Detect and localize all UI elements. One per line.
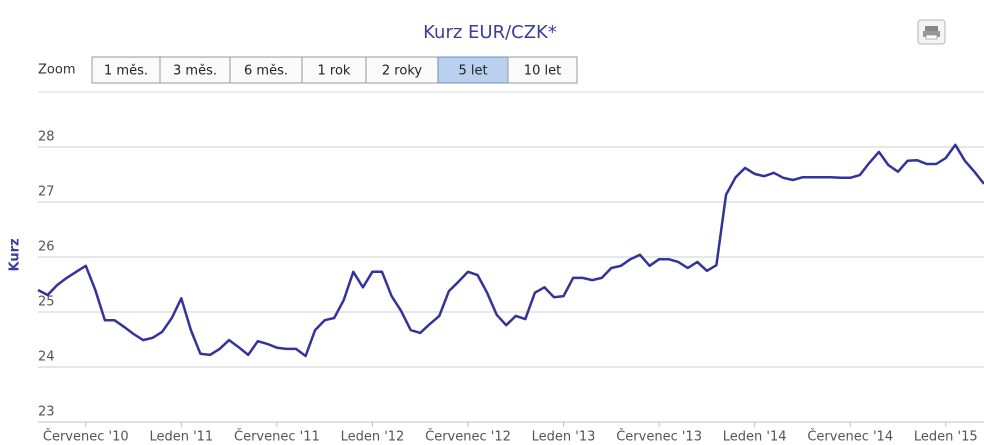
zoom-button[interactable]: 1 měs. (91, 56, 161, 84)
y-tick-label: 26 (38, 240, 55, 255)
y-tick-label: 28 (38, 130, 55, 145)
y-tick-label: 23 (38, 405, 55, 420)
zoom-button[interactable]: 1 rok (301, 56, 367, 84)
zoom-button-label[interactable]: 1 měs. (104, 64, 148, 79)
x-tick-label: Červenec '11 (234, 429, 320, 445)
x-tick-label: Leden '14 (723, 430, 787, 445)
zoom-button[interactable]: 10 let (507, 56, 578, 84)
chart-title: Kurz EUR/CZK* (423, 22, 557, 43)
zoom-button-label[interactable]: 2 roky (382, 64, 422, 79)
zoom-button-label[interactable]: 6 měs. (244, 64, 288, 79)
x-tick-label: Červenec '10 (43, 429, 129, 445)
y-tick-label: 27 (38, 185, 55, 200)
print-button[interactable] (917, 19, 946, 45)
zoom-button-label[interactable]: 1 rok (318, 64, 351, 79)
zoom-label: Zoom (38, 63, 75, 78)
x-tick-label: Leden '15 (914, 430, 978, 445)
zoom-button-label[interactable]: 3 měs. (173, 64, 217, 79)
y-axis-title: Kurz (8, 238, 23, 271)
x-tick-label: Leden '13 (532, 430, 596, 445)
zoom-button-label[interactable]: 5 let (458, 64, 487, 79)
series-line (37, 143, 984, 358)
x-tick-label: Leden '11 (149, 430, 213, 445)
zoom-button-bg[interactable] (301, 56, 367, 84)
zoom-button[interactable]: 5 let (437, 56, 509, 84)
zoom-button-bg[interactable] (365, 56, 439, 84)
zoom-button-bg[interactable] (91, 56, 161, 84)
x-tick-label: Leden '12 (341, 430, 405, 445)
zoom-button-label[interactable]: 10 let (524, 64, 561, 79)
zoom-button[interactable]: 2 roky (365, 56, 439, 84)
zoom-button-bg[interactable] (229, 56, 303, 84)
zoom-button-bg[interactable] (507, 56, 578, 84)
x-tick-label: Červenec '13 (616, 429, 702, 445)
y-tick-label: 24 (38, 350, 55, 365)
x-tick-label: Červenec '12 (425, 429, 511, 445)
x-tick-label: Červenec '14 (807, 429, 893, 445)
zoom-button[interactable]: 3 měs. (159, 56, 231, 84)
zoom-button[interactable]: 6 měs. (229, 56, 303, 84)
zoom-button-bg[interactable] (437, 56, 509, 84)
y-tick-label: 25 (38, 295, 55, 310)
